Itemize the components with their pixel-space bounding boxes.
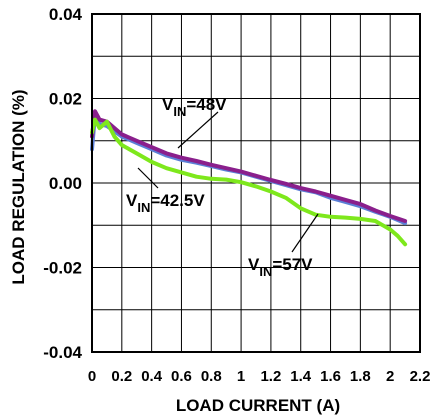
annotation-leader-line (137, 167, 159, 189)
y-tick-label: -0.02 (43, 259, 82, 278)
x-tick-label: 2.2 (410, 368, 431, 385)
x-tick-label: 0.4 (141, 368, 163, 385)
x-tick-label: 1.6 (320, 368, 341, 385)
series-line-3 (90, 117, 408, 247)
y-axis-label: LOAD REGULATION (%) (9, 89, 28, 284)
annotation-leader-line (291, 213, 319, 253)
y-tick-labels: 0.04 0.02 0.00 -0.02 -0.04 (43, 5, 82, 362)
annotation-leaders (137, 111, 319, 253)
x-tick-label: 0 (88, 368, 96, 385)
y-tick-label: 0.04 (49, 5, 83, 24)
x-tick-labels: 0 0.2 0.4 0.6 0.8 1 1.2 1.4 1.6 1.8 2 2.2 (88, 368, 431, 385)
annotation-leader-line (177, 111, 219, 149)
series-line-2 (90, 109, 408, 223)
x-tick-label: 1 (237, 368, 245, 385)
series-annotation: VIN=42.5V (126, 191, 205, 215)
x-axis-label: LOAD CURRENT (A) (176, 396, 340, 415)
x-tick-label: 1.8 (350, 368, 371, 385)
y-tick-label: 0.02 (49, 90, 82, 109)
series-annotation: VIN=57V (248, 255, 313, 279)
x-tick-label: 0.6 (171, 368, 192, 385)
series-group (90, 109, 408, 247)
x-tick-label: 0.2 (111, 368, 132, 385)
series-annotation: VIN=48V (162, 95, 227, 119)
plot-frame (91, 13, 421, 353)
y-tick-label: -0.04 (43, 343, 82, 362)
x-tick-label: 2 (386, 368, 394, 385)
x-tick-label: 1.4 (290, 368, 312, 385)
annotations: VIN=48V VIN=42.5V VIN=57V (126, 95, 313, 279)
x-tick-label: 1.2 (260, 368, 281, 385)
x-tick-label: 0.8 (201, 368, 222, 385)
grid-lines (91, 13, 421, 353)
y-tick-label: 0.00 (49, 174, 82, 193)
